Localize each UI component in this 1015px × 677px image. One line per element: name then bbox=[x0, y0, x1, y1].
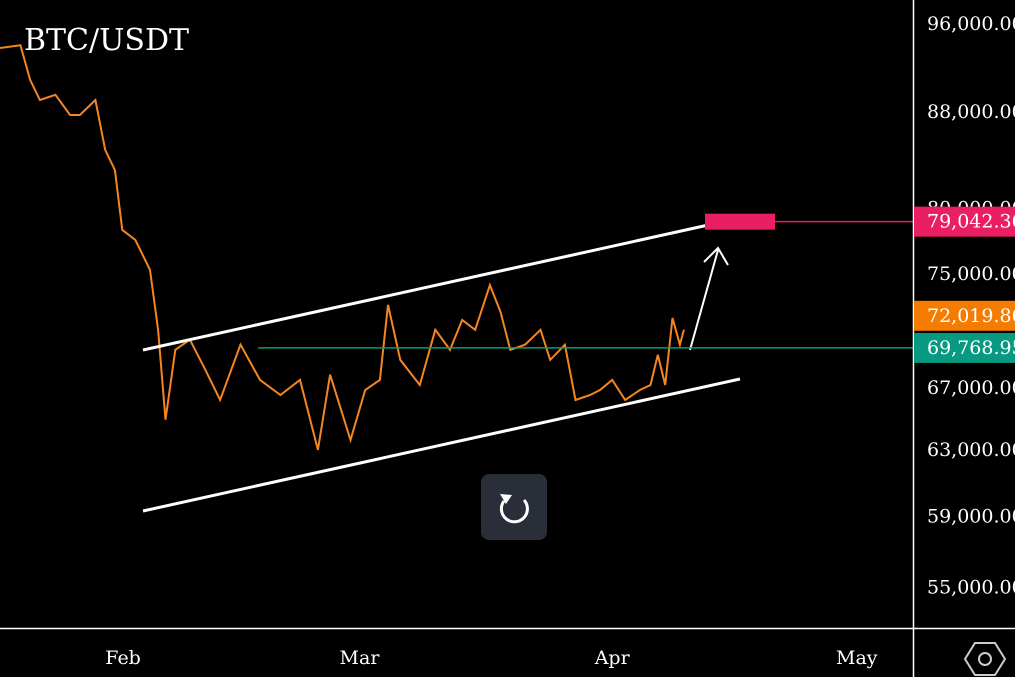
y-tick-label: 63,000.00 bbox=[927, 439, 1015, 461]
x-tick-label: Apr bbox=[594, 647, 631, 669]
plot-area bbox=[0, 44, 685, 451]
x-tick-label: May bbox=[836, 647, 878, 669]
x-tick-label: Mar bbox=[340, 647, 381, 669]
y-tick-label: 67,000.00 bbox=[927, 377, 1015, 399]
y-tick-label: 59,000.00 bbox=[927, 506, 1015, 528]
target-box bbox=[705, 213, 775, 230]
overlay bbox=[258, 213, 913, 349]
channel-lower bbox=[142, 377, 741, 513]
arrow bbox=[689, 246, 729, 351]
price-label: 69,768.95 bbox=[927, 337, 1015, 359]
y-tick-label: 88,000.00 bbox=[927, 101, 1015, 123]
price-label-bg bbox=[914, 300, 1015, 331]
channel-upper bbox=[142, 216, 741, 352]
reset-icon-head[interactable] bbox=[500, 494, 512, 504]
y-tick-label: 96,000.00 bbox=[927, 13, 1015, 35]
settings-icon-center[interactable] bbox=[978, 652, 992, 666]
y-tick-label: 75,000.00 bbox=[927, 263, 1015, 285]
price-label-bg bbox=[914, 206, 1015, 237]
x-tick-label: Feb bbox=[105, 647, 141, 669]
y-axis: 96,000.0088,000.0080,000.0075,000.0067,0… bbox=[105, 13, 1015, 669]
price-label: 79,042.36 bbox=[927, 211, 1015, 233]
chart-title: BTC/USDT bbox=[24, 23, 189, 58]
reset-button-bg[interactable] bbox=[481, 474, 547, 540]
reset-button[interactable] bbox=[481, 474, 547, 540]
price-label: 72,019.86 bbox=[927, 305, 1015, 327]
settings-icon[interactable] bbox=[963, 642, 1007, 676]
price-label-bg bbox=[914, 332, 1015, 363]
settings-button[interactable] bbox=[963, 642, 1007, 676]
y-tick-label: 55,000.00 bbox=[927, 577, 1015, 599]
price-line bbox=[0, 44, 685, 451]
reset-icon[interactable] bbox=[499, 498, 529, 524]
